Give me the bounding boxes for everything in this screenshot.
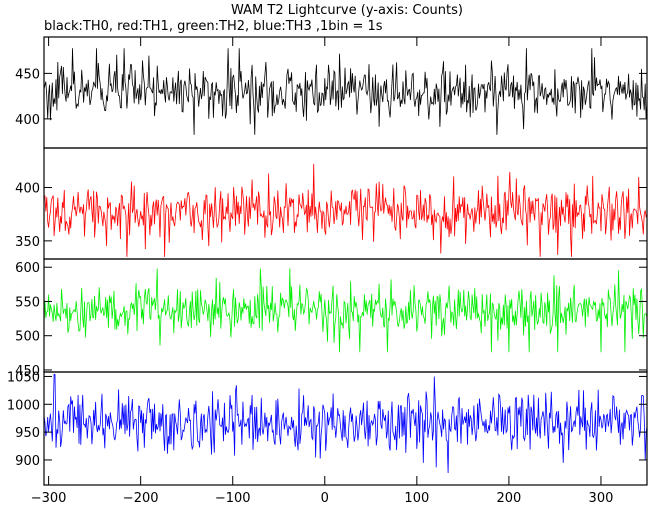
y-tick-label: 1000 xyxy=(7,398,40,413)
x-tick-label: −300 xyxy=(31,491,67,505)
x-axis: −300 −200 −100 0 100 200 300 xyxy=(31,37,614,505)
x-tick-label: 100 xyxy=(404,491,429,505)
chart-title: WAM T2 Lightcurve (y-axis: Counts) xyxy=(231,3,463,18)
x-tick-label: 0 xyxy=(321,491,329,505)
x-tick-label: −100 xyxy=(215,491,251,505)
series-line-th3 xyxy=(43,373,648,474)
y-tick-label: 400 xyxy=(15,181,40,196)
x-tick-label: −200 xyxy=(123,491,159,505)
y-axis-th3: 900 950 1000 1050 xyxy=(7,370,647,469)
y-axis-th0: 400 450 xyxy=(15,67,647,128)
y-tick-label: 450 xyxy=(15,364,40,379)
y-axis-th1: 350 400 xyxy=(15,181,647,250)
panel-th2: 450 500 550 600 xyxy=(15,258,648,379)
y-tick-label: 500 xyxy=(15,330,40,345)
series-line-th2 xyxy=(43,268,648,353)
y-tick-label: 950 xyxy=(15,426,40,441)
series-th2 xyxy=(43,268,648,353)
series-line-th0 xyxy=(43,48,648,135)
panel-th0: 400 450 xyxy=(15,36,648,149)
y-tick-label: 350 xyxy=(15,235,40,250)
series-line-th1 xyxy=(43,163,648,257)
y-tick-label: 1050 xyxy=(7,370,40,385)
panel-th3: 900 950 1000 1050 xyxy=(7,370,648,486)
y-tick-label: 550 xyxy=(15,295,40,310)
panel-th1: 350 400 xyxy=(15,147,648,260)
y-tick-label: 600 xyxy=(15,261,40,276)
series-th3 xyxy=(43,373,648,474)
series-th0 xyxy=(43,48,648,135)
x-tick-label: 300 xyxy=(589,491,614,505)
y-axis-th2: 450 500 550 600 xyxy=(15,261,647,379)
y-tick-label: 400 xyxy=(15,113,40,128)
y-tick-label: 900 xyxy=(15,454,40,469)
panel-frame-th3 xyxy=(43,371,648,486)
x-tick-label: 200 xyxy=(496,491,521,505)
y-tick-label: 450 xyxy=(15,67,40,82)
chart-subtitle: black:TH0, red:TH1, green:TH2, blue:TH3 … xyxy=(44,19,383,34)
series-th1 xyxy=(43,163,648,257)
